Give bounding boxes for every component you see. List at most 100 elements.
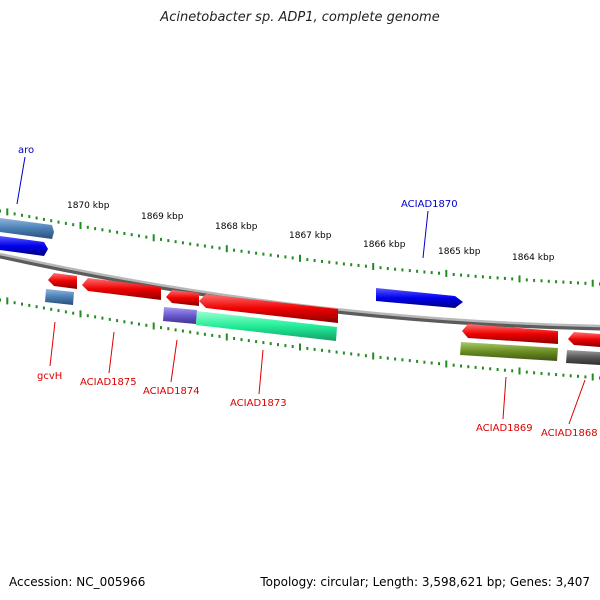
gene-feature-aciad1874-arrow[interactable] (166, 290, 199, 306)
leader-line-aciad1874 (170, 339, 178, 383)
minor-tick (386, 267, 389, 270)
minor-tick (233, 248, 236, 252)
minor-tick (101, 316, 104, 320)
scale-ticks-top (0, 208, 600, 287)
minor-tick (145, 323, 148, 327)
minor-tick (42, 306, 45, 310)
gene-feature-aciad1874[interactable] (163, 307, 197, 324)
minor-tick (167, 239, 170, 243)
minor-tick (342, 351, 345, 355)
minor-tick (130, 233, 133, 237)
minor-tick (540, 371, 543, 375)
gene-feature-aciad1875[interactable] (82, 278, 161, 300)
minor-tick (13, 301, 16, 305)
leader-line-aciad1869 (502, 376, 507, 420)
gene-feature-aro[interactable] (0, 218, 54, 239)
gene-feature-forward-left[interactable] (0, 236, 48, 256)
minor-tick (401, 358, 404, 362)
gene-label-aciad1870[interactable]: ACIAD1870 (401, 199, 458, 210)
gene-feature-aciad1870[interactable] (376, 288, 463, 308)
gene-label-gcvh[interactable]: gcvH (37, 371, 62, 382)
minor-tick (0, 209, 1, 213)
major-tick (79, 222, 82, 229)
minor-tick (547, 372, 550, 376)
minor-tick (28, 303, 31, 307)
minor-tick (364, 354, 367, 358)
minor-tick (240, 338, 243, 342)
minor-tick (416, 359, 419, 363)
minor-tick (28, 215, 31, 219)
minor-tick (240, 249, 243, 253)
minor-tick (269, 342, 272, 346)
gene-label-aciad1869[interactable]: ACIAD1869 (476, 423, 533, 434)
scale-label-1866: 1866 kbp (363, 240, 406, 250)
minor-tick (255, 340, 258, 344)
scale-ticks-bottom (0, 297, 600, 381)
minor-tick (335, 350, 338, 354)
minor-tick (364, 264, 367, 268)
minor-tick (291, 345, 294, 348)
major-tick (152, 322, 155, 330)
minor-tick (306, 258, 309, 262)
minor-tick (357, 263, 360, 267)
scale-label-1867: 1867 kbp (289, 231, 332, 241)
minor-tick (269, 253, 272, 257)
minor-tick (394, 267, 397, 271)
minor-tick (306, 346, 309, 350)
topology-summary: Topology: circular; Length: 3,598,621 bp… (260, 575, 590, 589)
minor-tick (174, 240, 177, 244)
gene-feature-aciad1869-arrow[interactable] (462, 324, 558, 344)
gene-feature-aciad1869[interactable] (460, 342, 558, 361)
minor-tick (467, 365, 470, 369)
gene-label-aciad1873[interactable]: ACIAD1873 (230, 398, 287, 409)
minor-tick (181, 241, 184, 245)
minor-tick (562, 373, 565, 377)
minor-tick (203, 244, 206, 248)
gene-feature-aciad1873[interactable] (196, 311, 337, 341)
minor-tick (108, 229, 111, 233)
minor-tick (64, 310, 67, 314)
minor-tick (211, 245, 214, 249)
minor-tick (328, 260, 331, 264)
gene-label-aciad1875[interactable]: ACIAD1875 (80, 377, 137, 388)
gene-label-aciad1874[interactable]: ACIAD1874 (143, 386, 200, 397)
scale-label-1868: 1868 kbp (215, 222, 258, 232)
gene-label-aro[interactable]: aro (18, 145, 34, 156)
leader-line-aciad1875 (108, 331, 115, 374)
minor-tick (423, 270, 426, 274)
map-title: Acinetobacter sp. ADP1, complete genome (160, 10, 440, 25)
minor-tick (262, 341, 265, 345)
minor-tick (555, 373, 558, 377)
minor-tick (438, 362, 440, 366)
minor-tick (408, 269, 411, 273)
minor-tick (533, 371, 536, 375)
gene-feature-gcvh-arrow[interactable] (48, 273, 77, 289)
minor-tick (167, 327, 170, 331)
minor-tick (525, 278, 528, 282)
minor-tick (189, 330, 192, 334)
minor-tick (13, 212, 16, 216)
minor-tick (460, 364, 462, 368)
minor-tick (569, 374, 572, 378)
minor-tick (42, 217, 45, 221)
major-tick (372, 352, 375, 360)
major-tick (225, 245, 228, 253)
minor-tick (328, 349, 331, 353)
major-tick (518, 367, 521, 375)
gene-feature-aciad1868[interactable] (566, 350, 600, 365)
minor-tick (511, 369, 514, 373)
minor-tick (321, 348, 323, 352)
minor-tick (584, 375, 587, 379)
gene-label-aciad1868[interactable]: ACIAD1868 (541, 428, 598, 439)
gene-feature-aciad1873-arrow[interactable] (199, 294, 338, 323)
minor-tick (86, 314, 89, 318)
gene-feature-aciad1868-arrow[interactable] (568, 332, 600, 347)
minor-tick (123, 232, 126, 235)
minor-tick (50, 219, 53, 223)
major-tick (518, 275, 521, 283)
gene-feature-gcvh[interactable] (45, 289, 74, 305)
minor-tick (555, 280, 558, 284)
minor-tick (379, 266, 382, 270)
minor-tick (525, 370, 528, 374)
